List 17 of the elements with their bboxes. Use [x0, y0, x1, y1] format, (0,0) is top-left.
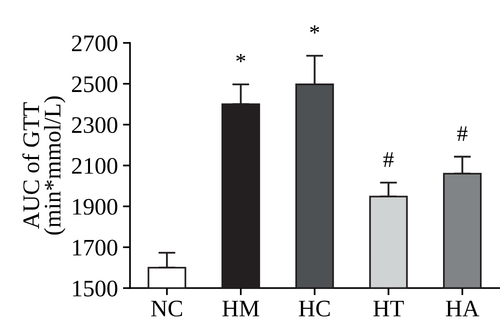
x-tick-label: HT [373, 300, 404, 316]
y-tick-label: 2300 [72, 117, 118, 134]
y-tick-label: 1500 [73, 280, 118, 297]
annotation: # [383, 152, 394, 167]
annotation: * [236, 54, 246, 62]
x-tick-label: HA [446, 300, 480, 316]
y-tick-label: 1900 [73, 198, 118, 215]
y-axis-title: AUC of GTT (min*mmol/L) [22, 96, 66, 235]
x-tick-label: HC [298, 300, 330, 317]
x-tick-label: NC [151, 300, 182, 317]
y-tick-label: 1700 [73, 240, 118, 256]
annotation: * [310, 25, 320, 34]
y-tick-label: 2500 [72, 76, 118, 92]
y-tick-label: 2100 [72, 158, 118, 174]
x-tick-label: HM [222, 300, 260, 316]
annotation: # [457, 126, 468, 141]
y-tick-label: 2700 [72, 35, 118, 52]
